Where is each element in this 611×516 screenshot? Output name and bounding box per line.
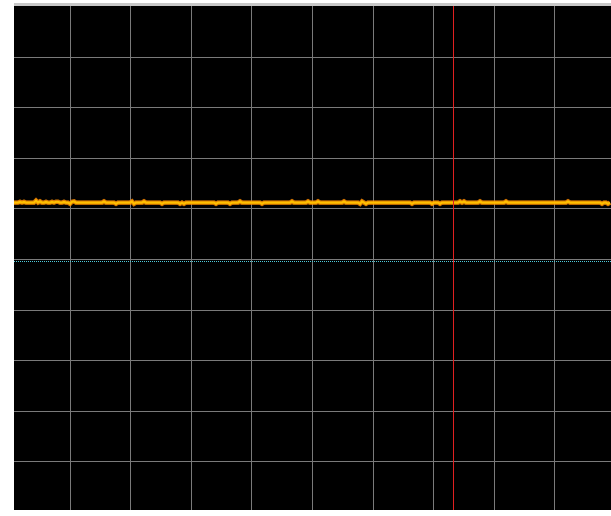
scope-canvas[interactable] [14,6,611,510]
signal-trace [14,199,611,206]
scope-top-border [14,3,611,6]
grid-layer [14,6,611,510]
trace-layer [14,197,611,207]
scope-plot-area[interactable] [14,6,611,510]
